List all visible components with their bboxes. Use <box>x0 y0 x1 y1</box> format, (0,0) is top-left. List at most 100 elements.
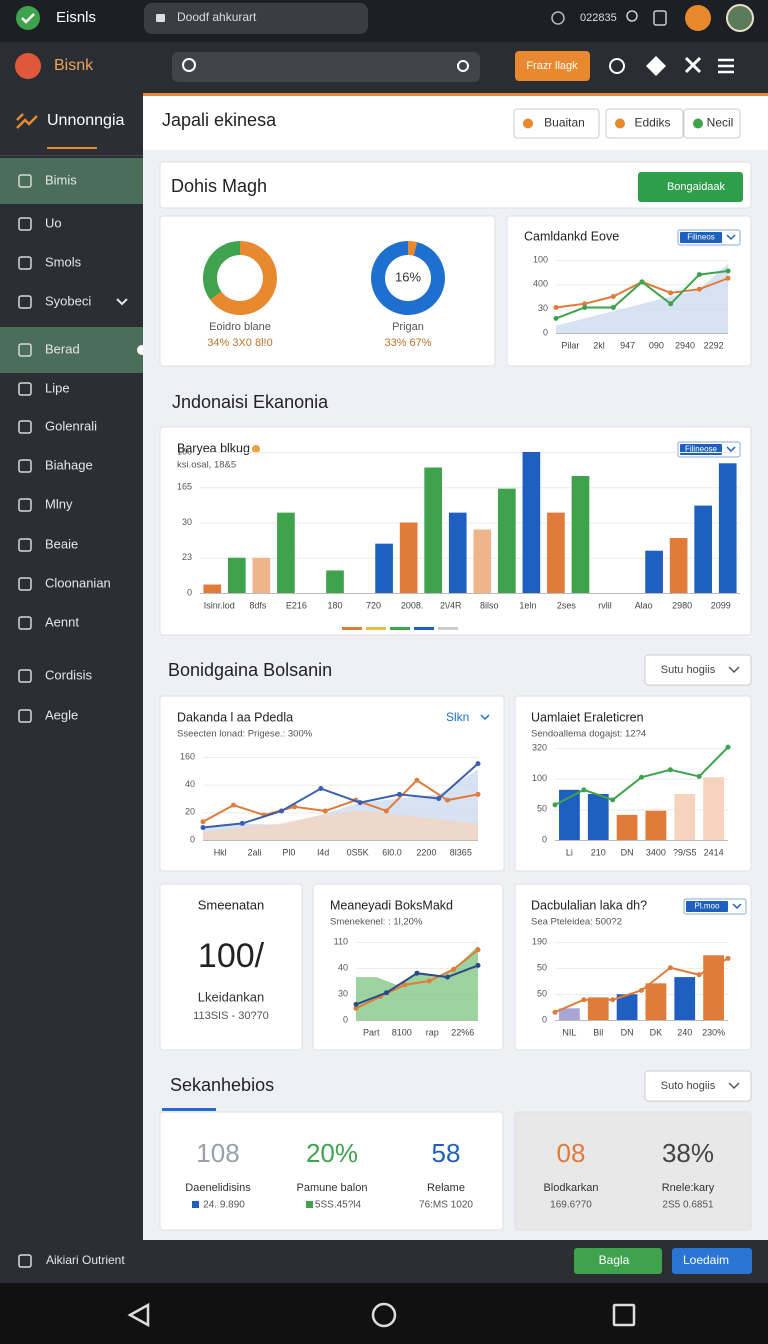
footer-button-label[interactable]: Loedaim <box>683 1253 729 1267</box>
point <box>610 797 616 803</box>
nav-item[interactable]: Bimis <box>45 172 77 187</box>
toolbar-button-label[interactable]: Buaitan <box>544 116 585 130</box>
y-axis-label: 0 <box>187 587 192 597</box>
title-dot <box>252 445 260 453</box>
search-bar[interactable] <box>172 52 480 82</box>
nav-icon <box>18 174 32 188</box>
toolbar-button[interactable] <box>683 108 741 139</box>
x-axis-label: 8l365 <box>450 847 472 857</box>
toolbar-button-label[interactable]: Necil <box>707 116 734 130</box>
bar <box>616 994 638 1020</box>
nav-item[interactable]: Cordisis <box>45 667 92 682</box>
nav-item[interactable]: Cloonanian <box>45 575 111 590</box>
nav-icon <box>18 382 32 396</box>
y-axis-label: 100 <box>532 773 547 783</box>
x-axis-label: 2ses <box>557 600 577 610</box>
bar <box>448 512 467 593</box>
nav-item[interactable]: Smols <box>45 254 82 269</box>
primary-button[interactable] <box>638 172 743 202</box>
dropdown[interactable] <box>644 1070 752 1102</box>
nav-recent[interactable] <box>612 1303 636 1327</box>
donut-center: 16% <box>395 269 421 284</box>
nav-item[interactable]: Uo <box>45 215 62 230</box>
y-axis-label: 30 <box>182 517 192 527</box>
summary-value: 20% <box>306 1138 358 1168</box>
x-axis-label: 947 <box>620 340 635 350</box>
grid-line <box>203 784 478 786</box>
point <box>279 808 285 814</box>
x-axis-label: Pilar <box>561 340 579 350</box>
x-axis-label: NIL <box>562 1027 576 1037</box>
nav-icon <box>18 343 32 357</box>
nav-item[interactable]: Golenrali <box>45 418 97 433</box>
grid-line <box>555 840 728 841</box>
point <box>353 1005 359 1011</box>
nav-item[interactable]: Berad <box>45 341 80 356</box>
chart-dropdown-label[interactable]: Filineos <box>687 233 715 242</box>
grid-line <box>200 557 740 559</box>
bar <box>571 475 590 593</box>
dropdown-tag <box>686 901 728 912</box>
y-axis-label: 110 <box>334 936 348 946</box>
chart-dropdown-label[interactable]: Filineose <box>685 445 718 454</box>
chart-subtitle: ksi.osal, 18&5 <box>177 460 236 471</box>
x-axis-label: Alao <box>635 600 653 610</box>
nav-icon <box>18 420 32 434</box>
clock: 022835 <box>580 12 617 24</box>
nav-item[interactable]: Biahage <box>45 457 93 472</box>
footer-button[interactable] <box>574 1248 662 1274</box>
action-label[interactable]: Frazr llagk <box>526 60 578 72</box>
point <box>475 761 481 767</box>
address-bar[interactable] <box>144 3 368 34</box>
point <box>668 290 674 296</box>
chart-title: Meaneyadi BoksMakd <box>330 898 453 912</box>
sidebar-title: Unnonngia <box>47 112 125 129</box>
chart-title: Baryea blkug <box>177 441 250 455</box>
status-bar <box>0 0 768 42</box>
bar <box>669 538 688 593</box>
primary-button-label[interactable]: Bongaidaak <box>667 181 726 193</box>
grid-line <box>556 333 728 334</box>
point <box>444 797 450 803</box>
nav-item[interactable]: Mlny <box>45 496 73 511</box>
dropdown-label[interactable]: Suto hogiis <box>661 1080 716 1092</box>
nav-item[interactable]: Aegle <box>45 707 78 722</box>
nav-item[interactable]: Beaie <box>45 536 78 551</box>
x-axis-label: 210 <box>591 847 606 857</box>
chart-dropdown-label[interactable]: Pl.moo <box>695 902 720 911</box>
x-axis-label: 8100 <box>392 1027 412 1037</box>
donut-segment <box>407 241 418 256</box>
footer-button-label[interactable]: Bagla <box>599 1253 630 1267</box>
grid-line <box>555 994 728 995</box>
bar <box>277 512 295 593</box>
bar <box>547 512 565 593</box>
x-axis-label: Bil <box>593 1027 603 1037</box>
legend-swatch <box>342 627 362 630</box>
nav-back[interactable] <box>127 1302 150 1328</box>
point <box>475 791 481 797</box>
point <box>231 802 237 808</box>
nav-home <box>371 1302 397 1328</box>
x-axis-label: l4d <box>317 847 329 857</box>
dropdown-label[interactable]: Sutu hogiis <box>661 664 716 676</box>
nav-icon <box>18 295 32 309</box>
nav-icon <box>18 256 32 270</box>
chart-subtitle: Sseecten lonad: Prigese.: 300% <box>177 729 313 740</box>
nav-item[interactable]: Aennt <box>45 614 79 629</box>
action-button[interactable] <box>515 51 590 81</box>
toolbar-button-label[interactable]: Eddiks <box>634 116 670 130</box>
bar <box>522 452 541 593</box>
toolbar-button[interactable] <box>605 108 684 139</box>
point <box>667 767 673 773</box>
bar <box>559 789 580 840</box>
section-title: Sekanhebios <box>170 1075 274 1095</box>
nav-item[interactable]: Lipe <box>45 380 70 395</box>
footer-button[interactable] <box>672 1248 752 1274</box>
nav-icon <box>18 709 32 723</box>
toolbar-button[interactable] <box>513 108 600 139</box>
dropdown[interactable] <box>644 654 752 686</box>
x-axis-label: 2kl <box>593 340 605 350</box>
chart-link[interactable]: Slkn <box>446 710 469 724</box>
selected-highlight <box>0 327 143 373</box>
nav-item[interactable]: Syobeci <box>45 293 91 308</box>
